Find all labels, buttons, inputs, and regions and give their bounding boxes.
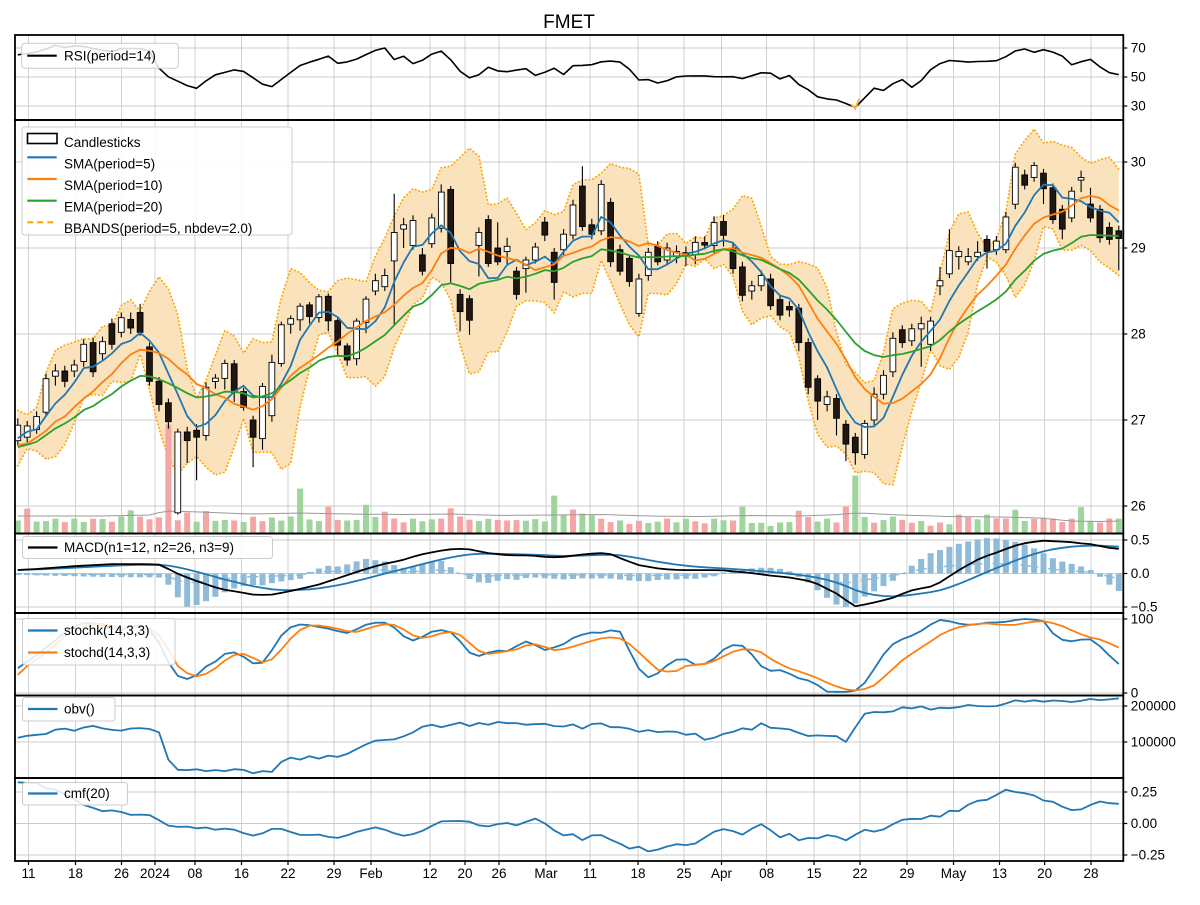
svg-text:22: 22 (280, 866, 295, 881)
svg-text:26: 26 (114, 866, 129, 881)
svg-text:08: 08 (759, 866, 774, 881)
svg-text:28: 28 (1131, 327, 1146, 342)
svg-text:stochk(14,3,3): stochk(14,3,3) (64, 623, 150, 638)
svg-text:0.00: 0.00 (1131, 816, 1157, 831)
svg-text:0: 0 (1131, 686, 1139, 701)
svg-text:cmf(20): cmf(20) (64, 786, 110, 801)
svg-text:29: 29 (326, 866, 341, 881)
svg-text:15: 15 (806, 866, 821, 881)
svg-text:11: 11 (583, 866, 597, 881)
svg-text:Mar: Mar (534, 866, 558, 881)
svg-text:FMET: FMET (543, 12, 595, 33)
svg-text:18: 18 (630, 866, 645, 881)
svg-text:BBANDS(period=5, nbdev=2.0): BBANDS(period=5, nbdev=2.0) (64, 221, 252, 236)
svg-text:100: 100 (1131, 612, 1154, 627)
svg-text:0.5: 0.5 (1131, 533, 1150, 548)
svg-text:16: 16 (234, 866, 249, 881)
svg-text:SMA(period=5): SMA(period=5) (64, 157, 155, 172)
svg-text:EMA(period=20): EMA(period=20) (64, 200, 163, 215)
svg-text:26: 26 (491, 866, 506, 881)
svg-text:25: 25 (676, 866, 691, 881)
svg-text:Feb: Feb (359, 866, 382, 881)
svg-text:−0.25: −0.25 (1131, 848, 1165, 863)
svg-text:18: 18 (68, 866, 83, 881)
svg-text:Apr: Apr (711, 866, 733, 881)
svg-text:08: 08 (187, 866, 202, 881)
svg-text:30: 30 (1131, 155, 1146, 170)
svg-text:0.0: 0.0 (1131, 566, 1150, 581)
svg-text:20: 20 (1037, 866, 1052, 881)
svg-text:22: 22 (852, 866, 867, 881)
svg-text:13: 13 (992, 866, 1007, 881)
svg-text:70: 70 (1131, 41, 1146, 56)
svg-text:SMA(period=10): SMA(period=10) (64, 178, 163, 193)
svg-text:0.25: 0.25 (1131, 785, 1157, 800)
svg-text:2024: 2024 (140, 866, 171, 881)
svg-text:29: 29 (1131, 241, 1146, 256)
svg-text:26: 26 (1131, 499, 1146, 514)
svg-text:50: 50 (1131, 70, 1146, 85)
svg-text:20: 20 (457, 866, 472, 881)
svg-text:May: May (941, 866, 967, 881)
svg-text:200000: 200000 (1131, 699, 1176, 714)
svg-text:30: 30 (1131, 99, 1146, 114)
svg-text:100000: 100000 (1131, 735, 1176, 750)
svg-text:MACD(n1=12, n2=26, n3=9): MACD(n1=12, n2=26, n3=9) (64, 540, 234, 555)
svg-text:RSI(period=14): RSI(period=14) (64, 49, 156, 64)
svg-text:−0.5: −0.5 (1131, 600, 1158, 615)
svg-text:12: 12 (422, 866, 437, 881)
svg-text:29: 29 (899, 866, 914, 881)
svg-text:27: 27 (1131, 413, 1146, 428)
svg-text:11: 11 (21, 866, 35, 881)
svg-text:28: 28 (1083, 866, 1098, 881)
svg-text:stochd(14,3,3): stochd(14,3,3) (64, 645, 150, 660)
svg-text:obv(): obv() (64, 702, 95, 717)
svg-text:Candlesticks: Candlesticks (64, 135, 141, 150)
